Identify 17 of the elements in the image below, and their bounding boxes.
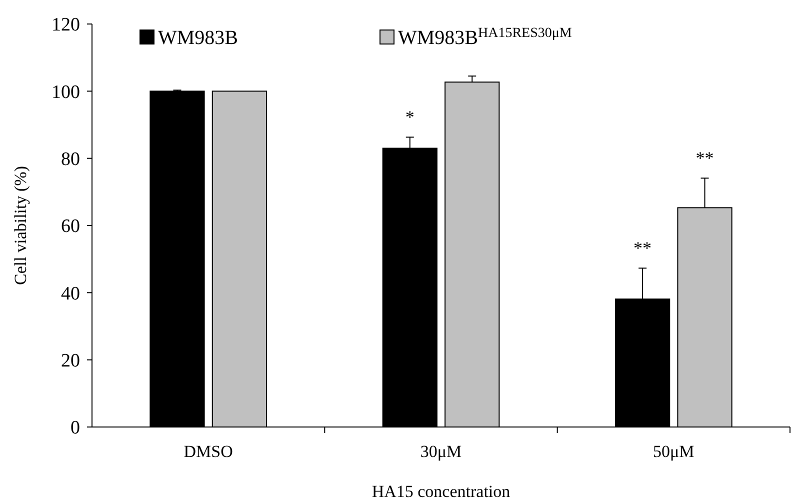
y-axis-title: Cell viability (%)	[11, 166, 30, 285]
y-tick-label: 100	[52, 82, 80, 103]
x-tick-label: DMSO	[184, 442, 233, 461]
y-tick-label: 60	[61, 216, 80, 238]
legend-label: WM983B	[158, 27, 238, 49]
y-tick-label: 20	[61, 350, 80, 372]
annotation: **	[634, 238, 652, 258]
y-tick-label: 40	[61, 283, 80, 304]
annotation: *	[405, 107, 414, 128]
x-axis-title: HA15 concentration	[372, 482, 511, 501]
y-tick-label: 0	[70, 418, 80, 439]
legend-label: WM983B$^{HA15RES30μM}$	[398, 26, 572, 49]
x-tick-label: 50μM	[653, 442, 694, 461]
y-tick-label: 120	[52, 14, 80, 36]
x-tick-label: 30μM	[420, 442, 462, 461]
annotation: **	[696, 148, 714, 168]
y-tick-label: 80	[61, 148, 80, 170]
